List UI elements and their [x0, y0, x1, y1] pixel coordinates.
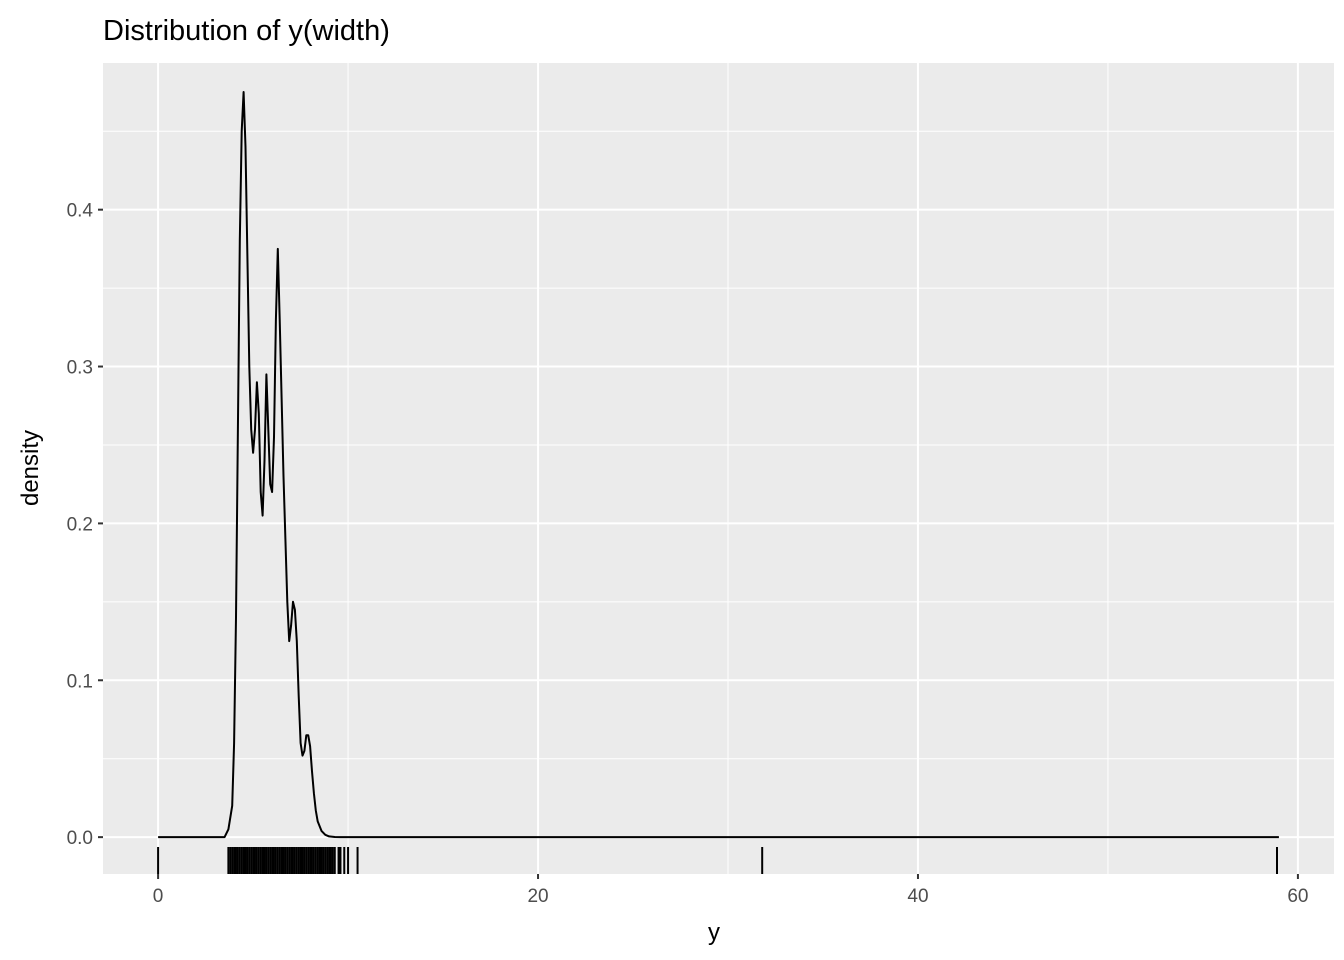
grid-minor: [103, 63, 1334, 874]
y-tick-label: 0.2: [67, 514, 93, 535]
chart-title: Distribution of y(width): [103, 15, 390, 47]
x-tick-label: 40: [907, 886, 928, 907]
y-tick-label: 0.3: [67, 358, 93, 379]
plot-panel: [103, 63, 1334, 874]
density-series: [158, 91, 1279, 839]
density-line: [158, 91, 1279, 839]
y-axis-title: density: [17, 430, 44, 506]
x-axis: 0 20 40 60: [153, 874, 1308, 907]
x-tick-label: 20: [527, 886, 548, 907]
y-tick-label: 0.4: [67, 201, 94, 222]
rug-marks: [157, 847, 1279, 874]
x-tick-label: 0: [153, 886, 164, 907]
y-tick-label: 0.1: [67, 671, 93, 692]
y-axis: 0.0 0.1 0.2 0.3 0.4: [67, 201, 103, 849]
y-tick-label: 0.0: [67, 828, 93, 849]
x-axis-title: y: [708, 919, 720, 946]
x-tick-label: 60: [1287, 886, 1308, 907]
